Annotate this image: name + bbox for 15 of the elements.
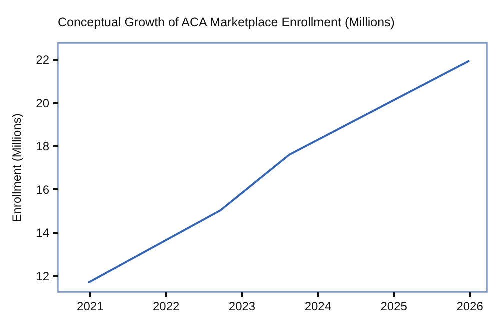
y-tick-label: 16 xyxy=(36,182,50,197)
x-tick-label: 2025 xyxy=(380,300,408,314)
x-tick-label: 2021 xyxy=(77,300,104,314)
x-tick-label: 2023 xyxy=(228,300,256,314)
y-axis-title: Enrollment (Millions) xyxy=(10,114,24,222)
y-tick-label: 22 xyxy=(36,53,50,68)
line-series xyxy=(88,60,470,284)
x-tick-label: 2022 xyxy=(152,300,180,314)
y-tick-label: 12 xyxy=(36,269,50,284)
y-tick-label: 20 xyxy=(36,96,50,110)
y-tick-label: 18 xyxy=(36,140,50,154)
x-tick-label: 2024 xyxy=(304,300,332,314)
y-tick-label: 14 xyxy=(36,226,50,240)
chart-title: Conceptual Growth of ACA Marketplace Enrollment (Millions) xyxy=(58,16,395,30)
x-tick-label: 2026 xyxy=(456,300,484,314)
